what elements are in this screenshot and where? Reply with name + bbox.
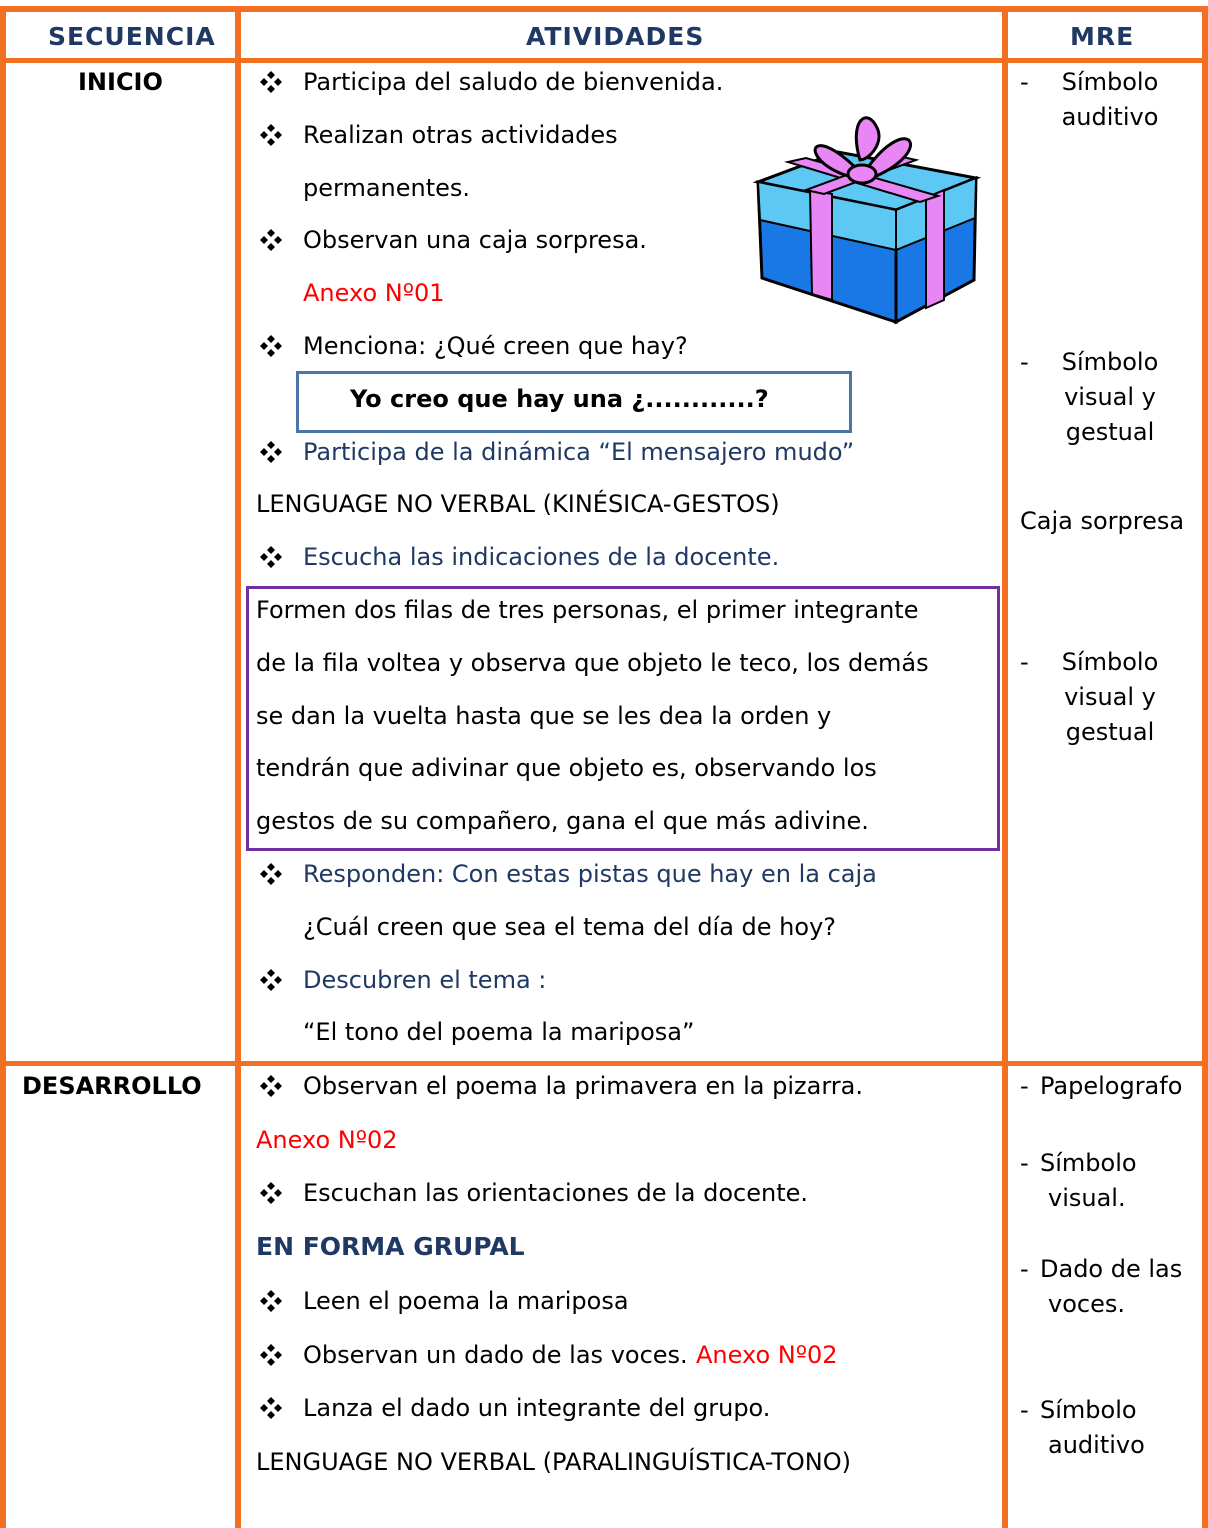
resource-text: Símbolo [1040, 1149, 1137, 1177]
activity-text: Descubren el tema : [303, 965, 547, 994]
activity-text: se dan la vuelta hasta que se les dea la… [256, 701, 832, 730]
activity-text: gestos de su compañero, gana el que más … [256, 807, 869, 836]
activity-text: Escucha las indicaciones de la docente. [303, 543, 780, 572]
resource-bullet: - [1020, 1255, 1029, 1283]
answer-box [296, 371, 852, 433]
activity-text: Responden: Con estas pistas que hay en l… [303, 860, 877, 888]
resource-text: Símbolo [1061, 348, 1159, 376]
activity-text: Menciona: ¿Qué creen que hay? [303, 332, 688, 360]
resource-text: voces. [1048, 1290, 1125, 1318]
border [0, 1061, 1208, 1066]
resource-text: Dado de las [1040, 1255, 1183, 1283]
activity-text: Anexo Nº02 [256, 1125, 398, 1154]
activity-text: Participa del saludo de bienvenida. [303, 68, 724, 96]
activity-text: de la fila voltea y observa que objeto l… [256, 648, 929, 677]
activity-text: EN FORMA GRUPAL [256, 1232, 525, 1262]
header-cell: MRE [1070, 22, 1135, 51]
activity-text: Observan una caja sorpresa. [303, 226, 647, 255]
bullet-icon [260, 71, 282, 93]
resource-text: auditivo [1061, 103, 1159, 131]
resource-text: Caja sorpresa [1020, 507, 1185, 535]
header-cell: ATIVIDADES [526, 22, 705, 51]
resource-text: visual. [1048, 1184, 1126, 1212]
activity-text: ¿Cuál creen que sea el tema del día de h… [303, 912, 837, 941]
sequence: INICIO [78, 68, 163, 96]
resource-text: Papelografo [1040, 1072, 1183, 1100]
resource-bullet: - [1020, 1072, 1029, 1100]
gift-icon [752, 116, 982, 325]
border [0, 6, 6, 1528]
resource-text: visual y [1064, 383, 1156, 411]
activity-text: LENGUAGE NO VERBAL (KINÉSICA-GESTOS) [256, 490, 780, 519]
bullet-icon [260, 968, 282, 991]
resource-bullet: - [1020, 1396, 1029, 1424]
resource-text: Símbolo [1040, 1396, 1137, 1424]
activity-text: Leen el poema la mariposa [303, 1286, 629, 1315]
bullet-icon [260, 1343, 282, 1366]
activity-text: tendrán que adivinar que objeto es, obse… [256, 754, 877, 783]
bullet-icon [260, 440, 282, 463]
bullet-icon [260, 1397, 282, 1420]
activity-text: permanentes. [303, 173, 471, 202]
activity-text: “El tono del poema la mariposa” [303, 1018, 695, 1047]
activity-text: LENGUAGE NO VERBAL (PARALINGUÍSTICA-TONO… [256, 1447, 851, 1476]
border [0, 6, 1208, 12]
border [235, 6, 241, 1528]
border [1002, 6, 1008, 1528]
resource-text: Símbolo [1061, 68, 1159, 96]
activity-text: Realizan otras actividades [303, 120, 618, 149]
bullet-icon [260, 1182, 282, 1205]
bullet-icon [260, 335, 282, 357]
activity-note: Anexo Nº02 [696, 1340, 838, 1369]
resource-text: Símbolo [1061, 648, 1159, 676]
activity-text: Lanza el dado un integrante del grupo. [303, 1394, 771, 1423]
resource-text: auditivo [1048, 1431, 1145, 1459]
border [0, 58, 1208, 63]
instruction-box [246, 586, 1000, 851]
activity-text: Participa de la dinámica “El mensajero m… [303, 437, 855, 466]
header-cell: SECUENCIA [48, 22, 216, 51]
border [1202, 6, 1208, 1528]
resource-text: gestual [1065, 718, 1155, 746]
bullet-icon [260, 123, 282, 146]
activity-text: Yo creo que hay una ¿............? [350, 384, 769, 413]
bullet-icon [260, 229, 282, 252]
resource-text: visual y [1064, 683, 1156, 711]
sequence: DESARROLLO [22, 1072, 202, 1100]
bullet-icon [260, 1075, 282, 1097]
activity-text: Escuchan las orientaciones de la docente… [303, 1179, 809, 1208]
bullet-icon [260, 1289, 282, 1312]
activity-text: Anexo Nº01 [303, 279, 445, 308]
resource-text: gestual [1065, 418, 1155, 446]
resource-bullet: - [1020, 648, 1029, 676]
activity-text: Formen dos filas de tres personas, el pr… [256, 596, 919, 624]
resource-bullet: - [1020, 1149, 1029, 1177]
bullet-icon [260, 546, 282, 569]
activity-text: Observan un dado de las voces. [303, 1340, 688, 1369]
resource-bullet: - [1020, 348, 1029, 376]
resource-bullet: - [1020, 68, 1029, 96]
activity-text: Observan el poema la primavera en la piz… [303, 1072, 863, 1100]
bullet-icon [260, 863, 282, 885]
